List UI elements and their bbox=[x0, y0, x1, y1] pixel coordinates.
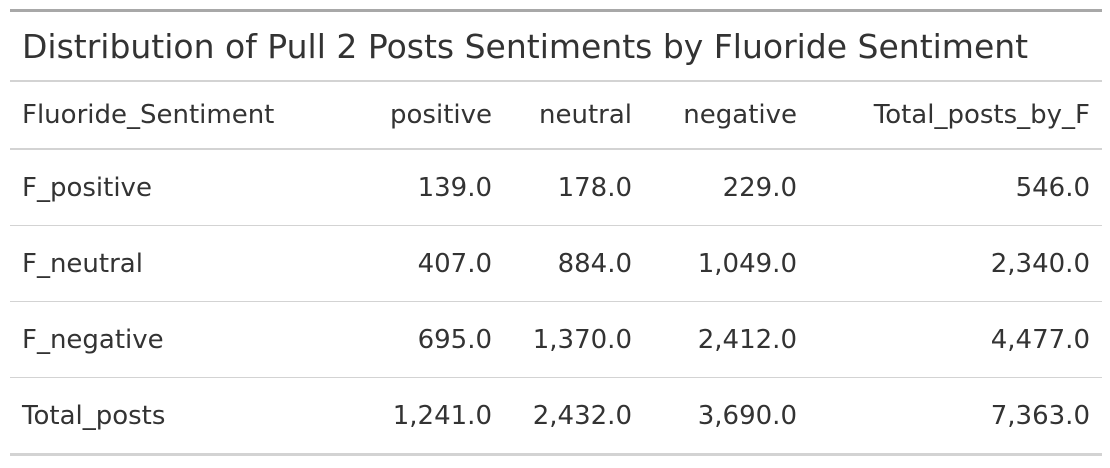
cell-neutral: 2,432.0 bbox=[504, 377, 644, 456]
cell-total: 546.0 bbox=[809, 149, 1102, 226]
table-row: Total_posts 1,241.0 2,432.0 3,690.0 7,36… bbox=[10, 377, 1102, 456]
data-table-container: Distribution of Pull 2 Posts Sentiments … bbox=[10, 9, 1102, 456]
row-label: F_positive bbox=[10, 149, 340, 226]
title-row: Distribution of Pull 2 Posts Sentiments … bbox=[10, 9, 1102, 82]
row-label: Total_posts bbox=[10, 377, 340, 456]
cell-negative: 3,690.0 bbox=[644, 377, 809, 456]
column-header-total-posts-by-f: Total_posts_by_F bbox=[809, 81, 1102, 150]
column-header-fluoride-sentiment: Fluoride_Sentiment bbox=[10, 81, 340, 150]
cell-negative: 1,049.0 bbox=[644, 225, 809, 302]
cell-positive: 407.0 bbox=[340, 225, 504, 302]
column-header-positive: positive bbox=[340, 81, 504, 150]
cell-negative: 2,412.0 bbox=[644, 301, 809, 378]
table-title: Distribution of Pull 2 Posts Sentiments … bbox=[10, 9, 1102, 82]
column-header-negative: negative bbox=[644, 81, 809, 150]
cell-total: 2,340.0 bbox=[809, 225, 1102, 302]
cell-neutral: 884.0 bbox=[504, 225, 644, 302]
table-row: F_neutral 407.0 884.0 1,049.0 2,340.0 bbox=[10, 225, 1102, 302]
cell-positive: 139.0 bbox=[340, 149, 504, 226]
cell-neutral: 1,370.0 bbox=[504, 301, 644, 378]
cell-positive: 695.0 bbox=[340, 301, 504, 378]
cell-neutral: 178.0 bbox=[504, 149, 644, 226]
sentiment-distribution-table: Distribution of Pull 2 Posts Sentiments … bbox=[10, 9, 1102, 456]
table-row: F_positive 139.0 178.0 229.0 546.0 bbox=[10, 149, 1102, 226]
table-row: F_negative 695.0 1,370.0 2,412.0 4,477.0 bbox=[10, 301, 1102, 378]
cell-positive: 1,241.0 bbox=[340, 377, 504, 456]
cell-total: 7,363.0 bbox=[809, 377, 1102, 456]
row-label: F_negative bbox=[10, 301, 340, 378]
cell-total: 4,477.0 bbox=[809, 301, 1102, 378]
header-row: Fluoride_Sentiment positive neutral nega… bbox=[10, 81, 1102, 150]
row-label: F_neutral bbox=[10, 225, 340, 302]
column-header-neutral: neutral bbox=[504, 81, 644, 150]
cell-negative: 229.0 bbox=[644, 149, 809, 226]
